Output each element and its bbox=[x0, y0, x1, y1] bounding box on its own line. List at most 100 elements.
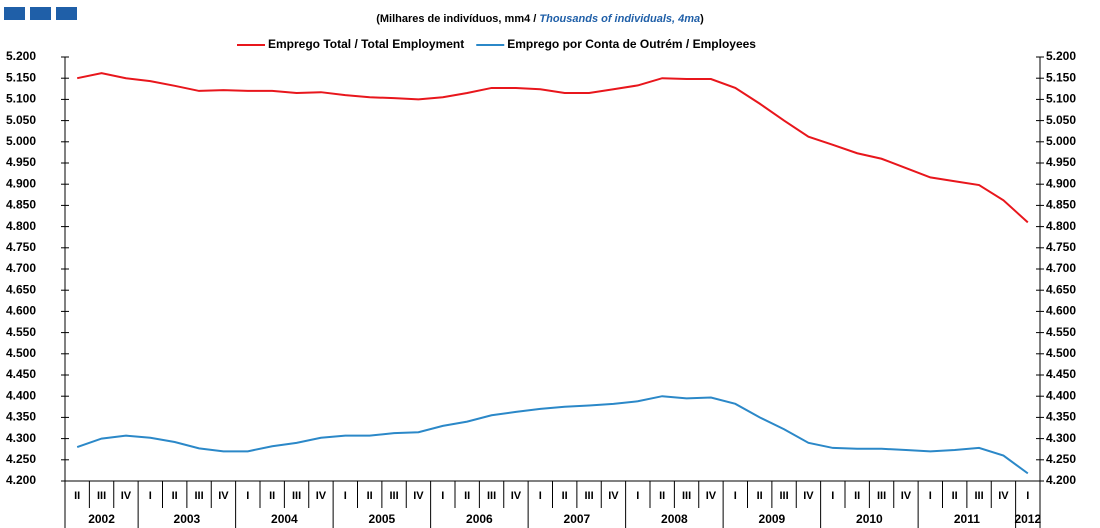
y-tick-label: 4.850 bbox=[6, 198, 36, 212]
y-tick-label: 4.900 bbox=[6, 176, 36, 190]
x-tick-label: IV bbox=[413, 490, 424, 502]
y2-tick-label: 5.100 bbox=[1046, 92, 1076, 106]
x-tick-label: IV bbox=[706, 490, 717, 502]
year-label: 2010 bbox=[856, 512, 883, 526]
year-label: 2003 bbox=[174, 512, 201, 526]
x-tick-label: I bbox=[831, 490, 834, 502]
y2-tick-label: 5.200 bbox=[1046, 49, 1076, 63]
x-tick-label: II bbox=[757, 490, 763, 502]
y-tick-label: 5.000 bbox=[6, 134, 36, 148]
y-tick-label: 4.700 bbox=[6, 261, 36, 275]
y-tick-label: 4.650 bbox=[6, 282, 36, 296]
x-tick-label: II bbox=[464, 490, 470, 502]
x-tick-label: III bbox=[584, 490, 593, 502]
x-tick-label: III bbox=[877, 490, 886, 502]
x-tick-label: IV bbox=[316, 490, 327, 502]
y2-tick-label: 4.750 bbox=[1046, 240, 1076, 254]
x-tick-label: III bbox=[292, 490, 301, 502]
y-tick-label: 4.950 bbox=[6, 155, 36, 169]
y2-tick-label: 4.550 bbox=[1046, 325, 1076, 339]
y-tick-label: 5.050 bbox=[6, 113, 36, 127]
y2-tick-label: 4.900 bbox=[1046, 176, 1076, 190]
y-tick-label: 5.200 bbox=[6, 49, 36, 63]
x-tick-label: II bbox=[854, 490, 860, 502]
subtitle-part: Thousands of individuals, 4ma bbox=[539, 13, 700, 25]
year-label: 2005 bbox=[369, 512, 396, 526]
x-tick-label: IV bbox=[218, 490, 229, 502]
y-tick-label: 4.800 bbox=[6, 219, 36, 233]
y-tick-label: 4.600 bbox=[6, 304, 36, 318]
year-label: 2009 bbox=[759, 512, 786, 526]
x-tick-label: II bbox=[172, 490, 178, 502]
logo-block bbox=[56, 7, 77, 20]
year-label: 2004 bbox=[271, 512, 298, 526]
x-tick-label: II bbox=[367, 490, 373, 502]
y2-tick-label: 5.050 bbox=[1046, 113, 1076, 127]
x-tick-label: III bbox=[194, 490, 203, 502]
x-tick-label: I bbox=[246, 490, 249, 502]
subtitle-part: (Milhares de indivíduos, mm4 / bbox=[376, 13, 539, 25]
x-tick-label: II bbox=[952, 490, 958, 502]
y2-tick-label: 5.150 bbox=[1046, 70, 1076, 84]
y-tick-label: 4.500 bbox=[6, 346, 36, 360]
x-tick-label: IV bbox=[901, 490, 912, 502]
year-label: 2012 bbox=[1014, 512, 1041, 526]
x-tick-label: III bbox=[779, 490, 788, 502]
y-tick-label: 4.400 bbox=[6, 388, 36, 402]
x-tick-label: III bbox=[682, 490, 691, 502]
x-tick-label: III bbox=[974, 490, 983, 502]
x-tick-label: I bbox=[929, 490, 932, 502]
y2-tick-label: 4.400 bbox=[1046, 388, 1076, 402]
x-tick-label: II bbox=[74, 490, 80, 502]
x-tick-label: II bbox=[562, 490, 568, 502]
y2-tick-label: 4.200 bbox=[1046, 473, 1076, 487]
logo-block bbox=[4, 7, 25, 20]
x-tick-label: II bbox=[659, 490, 665, 502]
series-line bbox=[76, 72, 1029, 224]
y2-tick-label: 4.800 bbox=[1046, 219, 1076, 233]
series-line bbox=[76, 395, 1029, 475]
legend-label: Emprego por Conta de Outrém / Employees bbox=[507, 37, 756, 51]
x-tick-label: II bbox=[269, 490, 275, 502]
y-tick-label: 4.300 bbox=[6, 431, 36, 445]
year-label: 2006 bbox=[466, 512, 493, 526]
chart-subtitle: (Milhares de indivíduos, mm4 / Thousands… bbox=[376, 13, 704, 25]
x-tick-label: IV bbox=[998, 490, 1009, 502]
x-tick-label: III bbox=[487, 490, 496, 502]
y2-tick-label: 4.700 bbox=[1046, 261, 1076, 275]
y-tick-label: 5.150 bbox=[6, 70, 36, 84]
y2-tick-label: 4.450 bbox=[1046, 367, 1076, 381]
y2-tick-label: 4.600 bbox=[1046, 304, 1076, 318]
y-tick-label: 4.200 bbox=[6, 473, 36, 487]
year-label: 2011 bbox=[954, 512, 980, 526]
y2-tick-label: 4.950 bbox=[1046, 155, 1076, 169]
x-tick-label: I bbox=[441, 490, 444, 502]
y-tick-label: 4.250 bbox=[6, 452, 36, 466]
year-label: 2008 bbox=[661, 512, 688, 526]
x-tick-label: IV bbox=[608, 490, 619, 502]
y-tick-label: 4.450 bbox=[6, 367, 36, 381]
x-tick-label: I bbox=[149, 490, 152, 502]
y-tick-label: 5.100 bbox=[6, 92, 36, 106]
logo-block bbox=[30, 7, 51, 20]
x-tick-label: I bbox=[539, 490, 542, 502]
y2-tick-label: 5.000 bbox=[1046, 134, 1076, 148]
y2-tick-label: 4.850 bbox=[1046, 198, 1076, 212]
year-label: 2007 bbox=[564, 512, 591, 526]
x-tick-label: IV bbox=[803, 490, 814, 502]
subtitle-part: ) bbox=[700, 13, 704, 25]
y2-tick-label: 4.350 bbox=[1046, 410, 1076, 424]
x-tick-label: IV bbox=[511, 490, 522, 502]
y-tick-label: 4.750 bbox=[6, 240, 36, 254]
year-label: 2002 bbox=[88, 512, 115, 526]
x-tick-label: I bbox=[344, 490, 347, 502]
y2-tick-label: 4.650 bbox=[1046, 282, 1076, 296]
x-tick-label: I bbox=[1026, 490, 1029, 502]
y-tick-label: 4.350 bbox=[6, 410, 36, 424]
x-tick-label: III bbox=[97, 490, 106, 502]
x-tick-label: IV bbox=[121, 490, 132, 502]
y2-tick-label: 4.300 bbox=[1046, 431, 1076, 445]
y2-tick-label: 4.500 bbox=[1046, 346, 1076, 360]
x-tick-label: III bbox=[389, 490, 398, 502]
